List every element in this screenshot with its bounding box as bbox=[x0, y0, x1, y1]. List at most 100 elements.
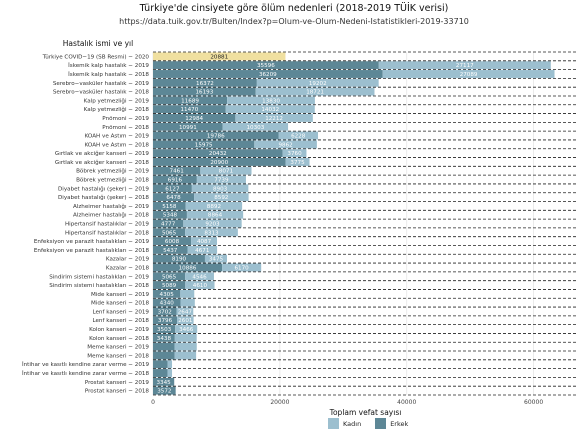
bar-label-female: 2601 bbox=[178, 318, 193, 324]
bar-female bbox=[194, 193, 249, 202]
bar-male bbox=[153, 61, 379, 70]
bar-female bbox=[227, 96, 315, 105]
y-axis-title: Hastalık ismi ve yıl bbox=[63, 39, 133, 48]
x-tick-label: 20000 bbox=[270, 399, 289, 406]
bar-male bbox=[153, 175, 197, 184]
y-tick-label: Hipertansif hastalıklar − 2018 bbox=[65, 230, 149, 236]
bar-female bbox=[278, 131, 319, 140]
bar-label-female: 2647 bbox=[178, 309, 193, 315]
bar-male bbox=[153, 333, 175, 342]
bar-label-male: 5089 bbox=[162, 283, 177, 289]
y-tick-label: Pnömoni − 2019 bbox=[102, 116, 149, 122]
bar-label-male: 3572 bbox=[157, 389, 171, 395]
x-tick-label: 40000 bbox=[397, 399, 416, 406]
bar-covid bbox=[153, 52, 286, 61]
bar-male bbox=[153, 114, 236, 122]
y-tick-label: Kalp yetmezliği − 2018 bbox=[84, 106, 150, 113]
bar-label-female: 12212 bbox=[265, 116, 283, 122]
legend-label-female: Kadın bbox=[343, 419, 362, 428]
bar-label-female: 7739 bbox=[214, 178, 229, 184]
chart-title: Türkiye'de cinsiyete göre ölüm nedenleri… bbox=[139, 3, 449, 14]
y-tick-label: Böbrek yetmezliği − 2019 bbox=[76, 168, 149, 175]
y-tick-label: Böbrek yetmezliği − 2018 bbox=[76, 177, 149, 184]
bar-label-male: 11689 bbox=[181, 98, 199, 104]
bar-label-female: 9862 bbox=[278, 142, 292, 148]
bar-male bbox=[153, 228, 186, 237]
bar-label-female: 4610 bbox=[193, 283, 208, 289]
bar-label-female: 3475 bbox=[209, 257, 224, 263]
y-tick-label: İntihar ve kasıtlı kendine zarar verme −… bbox=[22, 370, 149, 377]
bar-label-male: 4777 bbox=[161, 222, 176, 228]
bar-female bbox=[186, 210, 244, 219]
bar-female bbox=[185, 281, 215, 290]
y-tick-label: Lenf kanseri − 2019 bbox=[92, 309, 149, 315]
y-tick-label: Diyabet hastalığı (şeker) − 2019 bbox=[58, 185, 149, 192]
bar-male bbox=[153, 184, 192, 193]
bar-male bbox=[153, 157, 286, 166]
legend-item-male: Erkek bbox=[375, 418, 408, 429]
y-tick-label: Sindirim sistemi hastalıkları − 2019 bbox=[49, 274, 149, 280]
bar-label-female: 19202 bbox=[309, 81, 327, 87]
bar-male bbox=[153, 149, 283, 158]
bar-female bbox=[222, 263, 262, 272]
bar-label-female: 27117 bbox=[456, 63, 474, 69]
bar-female bbox=[225, 105, 315, 114]
y-tick-label: İntihar ve kasıtlı kendine zarar verme −… bbox=[22, 361, 149, 368]
bar-female bbox=[174, 342, 197, 351]
bar-label-male: 20432 bbox=[209, 151, 227, 157]
bar-label-male: 3503 bbox=[157, 327, 172, 333]
bar-label-male: 12984 bbox=[185, 116, 203, 122]
bar-label-male: 11470 bbox=[180, 107, 198, 113]
bar-female bbox=[174, 351, 197, 360]
bar-label-female: 8592 bbox=[214, 195, 228, 201]
bar-label-male: 5348 bbox=[163, 213, 178, 219]
bar-male bbox=[153, 377, 175, 386]
bar-female bbox=[180, 298, 195, 307]
bar-male bbox=[153, 105, 226, 114]
chart-subtitle: https://data.tuik.gov.tr/Bulten/Index?p=… bbox=[119, 17, 469, 26]
bar-label-male: 35596 bbox=[257, 63, 275, 69]
y-tick-label: İskemik kalp hastalık − 2018 bbox=[68, 71, 149, 78]
y-tick-label: İskemik kalp hastalık − 2019 bbox=[68, 62, 149, 69]
y-tick-label: Enfeksiyon ve parazit hastalıkları − 201… bbox=[34, 248, 150, 254]
bar-female bbox=[282, 149, 307, 158]
bar-label-female: 4671 bbox=[195, 248, 210, 254]
legend-swatch-male bbox=[375, 418, 387, 429]
y-tick-label: Meme kanseri − 2019 bbox=[87, 345, 149, 351]
bar-female bbox=[222, 122, 289, 131]
bar-male bbox=[153, 254, 205, 263]
bar-label-female: 4087 bbox=[197, 239, 212, 245]
bar-male bbox=[153, 316, 178, 325]
bar-female bbox=[185, 201, 243, 210]
bar-label-female: 6228 bbox=[291, 134, 306, 140]
y-tick-label: Serebro−vasküler hastalık − 2018 bbox=[53, 90, 150, 96]
bar-label-male: 4305 bbox=[160, 292, 175, 298]
y-tick-label: KOAH ve Astım − 2018 bbox=[85, 142, 150, 148]
bar-female bbox=[177, 316, 194, 325]
y-tick-label: Gırtlak ve akciğer kanseri − 2019 bbox=[55, 150, 150, 157]
bar-female bbox=[378, 61, 551, 70]
bar-female bbox=[174, 333, 197, 342]
bar-male bbox=[153, 272, 186, 281]
bar-label-female: 4546 bbox=[192, 274, 207, 280]
bar-label-female: 14032 bbox=[261, 107, 279, 113]
y-tick-label: Diyabet hastalığı (şeker) − 2018 bbox=[58, 194, 149, 201]
bar-male bbox=[153, 307, 177, 316]
bar-male bbox=[153, 386, 176, 395]
x-tick-label: 0 bbox=[151, 399, 155, 406]
y-tick-label: Hipertansif hastalıklar − 2019 bbox=[65, 222, 149, 228]
y-tick-label: Meme kanseri − 2018 bbox=[87, 353, 149, 359]
bar-label-male: 7461 bbox=[170, 169, 185, 175]
legend-label-male: Erkek bbox=[390, 419, 409, 428]
bar-label-female: 8071 bbox=[219, 169, 234, 175]
bar-male bbox=[153, 193, 195, 202]
bar-label-male: 10886 bbox=[179, 265, 197, 271]
bar-female bbox=[254, 140, 317, 149]
bar-label-male: 15975 bbox=[195, 142, 213, 148]
y-tick-label: Alzheimer hastalığı − 2018 bbox=[73, 212, 149, 219]
legend-swatch-female bbox=[328, 418, 339, 429]
bar-label-male: 8190 bbox=[172, 257, 187, 263]
y-tick-label: Kazalar − 2019 bbox=[106, 257, 150, 263]
bar-label-male: 36209 bbox=[259, 72, 277, 78]
